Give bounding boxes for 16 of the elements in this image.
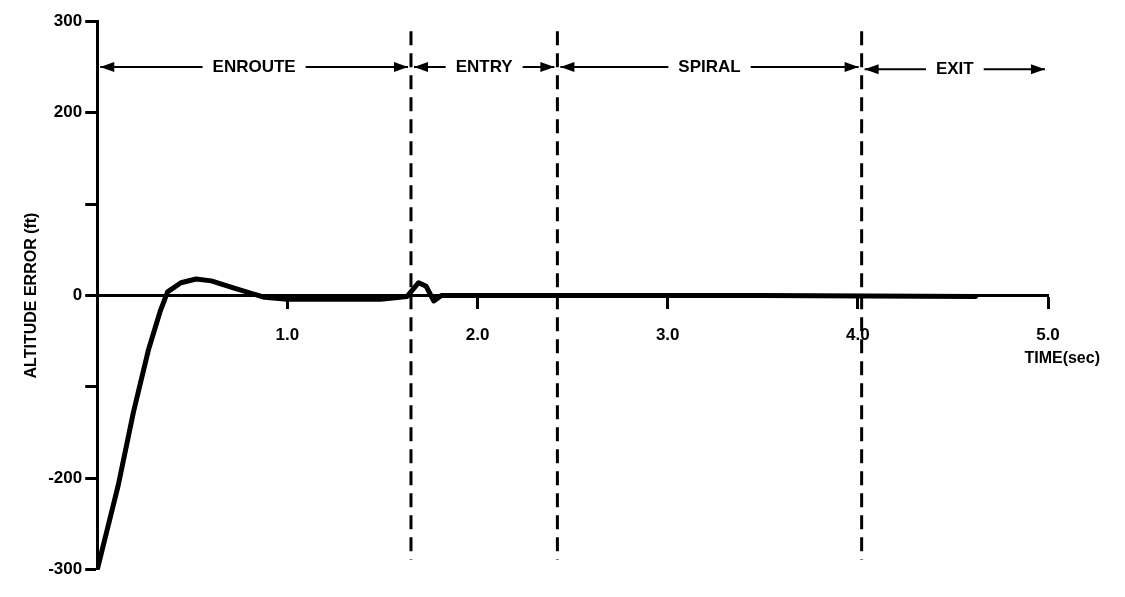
y-axis-title: ALTITUDE ERROR (ft) bbox=[22, 212, 40, 379]
x-tick-label: 3.0 bbox=[655, 325, 680, 345]
annotation: EXIT bbox=[935, 58, 975, 78]
x-tick-label: 1.0 bbox=[275, 325, 300, 345]
y-tick-label: 300 bbox=[53, 10, 83, 30]
x-tick-label: 5.0 bbox=[1036, 325, 1060, 345]
annotation: ENTRY bbox=[455, 56, 514, 76]
y-tick-label: -200 bbox=[48, 468, 83, 488]
y-tick-label: 0 bbox=[72, 285, 83, 305]
annotation: SPIRAL bbox=[678, 56, 741, 76]
x-tick-label: 4.0 bbox=[846, 325, 870, 345]
y-tick-label: 200 bbox=[53, 102, 83, 122]
x-tick-label: 2.0 bbox=[465, 325, 490, 345]
y-tick-label: -300 bbox=[48, 559, 83, 579]
x-axis-title: TIME(sec) bbox=[1024, 348, 1100, 366]
annotation: ENROUTE bbox=[212, 56, 296, 76]
